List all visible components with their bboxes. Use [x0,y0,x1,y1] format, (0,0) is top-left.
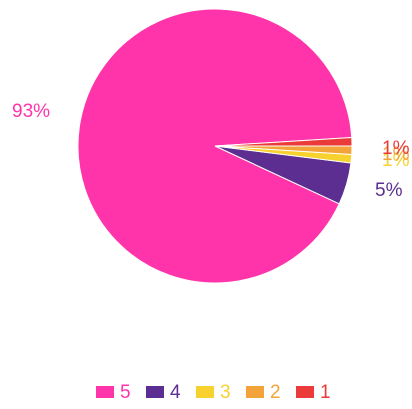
legend-item-4[interactable]: 4 [146,382,181,403]
legend-swatch-4 [146,386,164,398]
legend-swatch-1 [296,386,314,398]
legend-label-3: 3 [220,382,231,403]
legend: 5 4 3 2 1 [96,382,331,403]
legend-label-4: 4 [170,382,181,403]
legend-swatch-2 [246,386,264,398]
legend-swatch-3 [196,386,214,398]
slice-label-5: 93% [12,101,50,122]
legend-label-5: 5 [120,382,131,403]
slice-label-3: 1% [382,150,410,171]
legend-item-5[interactable]: 5 [96,382,131,403]
slice-label-1: 1% [382,138,410,159]
legend-item-3[interactable]: 3 [196,382,231,403]
pie-slice-1[interactable] [214,136,353,147]
slice-label-2: 1% [382,144,410,165]
legend-item-2[interactable]: 2 [246,382,281,403]
legend-label-1: 1 [320,382,331,403]
pie-slice-labels: 93% 5% 1%1%1% [12,101,410,201]
legend-item-1[interactable]: 1 [296,382,331,403]
pie-slice-5[interactable] [77,8,353,284]
legend-swatch-5 [96,386,114,398]
slice-label-4: 5% [375,180,403,201]
legend-label-2: 2 [270,382,281,403]
pie-slices [77,8,353,284]
